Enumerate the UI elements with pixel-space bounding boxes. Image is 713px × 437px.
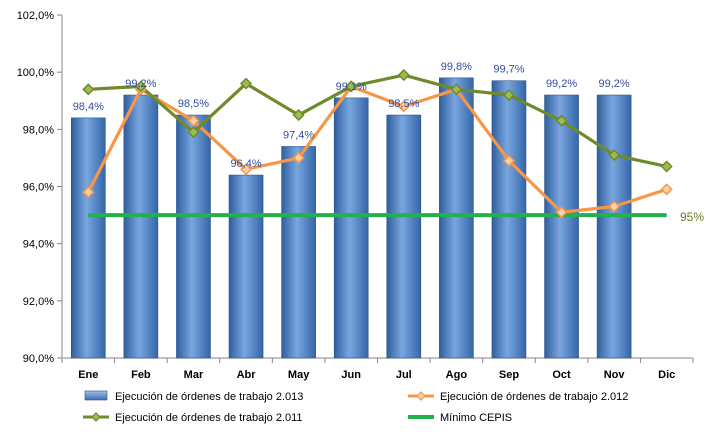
data-point-marker (239, 77, 253, 90)
data-point-marker (608, 200, 621, 213)
data-point-marker (187, 114, 200, 127)
x-tick-label: Mar (184, 369, 204, 381)
bar (596, 94, 632, 359)
data-point-marker (502, 154, 516, 167)
data-point-marker (555, 206, 568, 219)
x-tick-label: Abr (237, 369, 257, 381)
bar-data-label: 98,5% (178, 98, 209, 110)
legend-label: Ejecución de órdenes de trabajo 2.011 (115, 412, 303, 424)
bar (123, 94, 159, 359)
data-point-marker (292, 108, 305, 122)
x-tick-label: May (288, 369, 310, 381)
bar (228, 174, 264, 359)
data-point-marker (555, 114, 568, 127)
series-line (86, 84, 668, 214)
data-point-marker (660, 160, 673, 173)
data-point-marker (82, 186, 95, 199)
data-point-marker (187, 126, 200, 139)
legend-label: Ejecución de órdenes de trabajo 2.012 (440, 391, 628, 403)
series-line (88, 73, 668, 169)
bar (281, 146, 316, 359)
bar (439, 77, 474, 359)
bar-data-label: 99,1% (336, 81, 367, 93)
data-point-marker (292, 151, 305, 164)
legend-swatch (84, 390, 108, 401)
bar-data-label: 99,2% (599, 78, 630, 90)
bar-data-label: 99,2% (546, 78, 577, 90)
data-point-marker (239, 163, 253, 176)
axes: 90,0% 92,0% 94,0% 96,0% 98,0% 100,0% 102,0% Ene… (17, 10, 694, 381)
annotation-95: 95% (680, 210, 704, 224)
x-tick-label: Feb (131, 369, 151, 381)
legend-marker (416, 391, 426, 401)
y-tick-label: 96,0% (23, 182, 54, 194)
x-tick-label: Dic (658, 369, 675, 381)
bar-data-label: 97,4% (283, 129, 314, 141)
data-point-marker (82, 83, 95, 96)
data-point-marker (660, 183, 673, 196)
data-point-marker (345, 80, 358, 93)
line-series (82, 68, 673, 219)
data-point-marker (450, 83, 463, 96)
y-tick-label: 98,0% (23, 124, 54, 136)
x-tick-label: Ago (446, 369, 468, 381)
y-tick-label: 92,0% (23, 296, 54, 308)
data-point-marker (397, 100, 410, 113)
y-tick-label: 90,0% (23, 353, 54, 365)
x-tick-label: Nov (604, 369, 626, 381)
x-tick-label: Jun (341, 369, 361, 381)
bar-data-label: 99,7% (493, 64, 524, 76)
bar-data-label: 96,4% (230, 158, 261, 170)
data-labels: 98,4% 99,2% 98,5% 96,4% 97,4% 99,1% 98,5% 99,8%… (73, 61, 630, 170)
x-tick-label: Jul (396, 369, 412, 381)
legend-label: Ejecución de órdenes de trabajo 2.013 (115, 391, 303, 403)
y-tick-label: 100,0% (17, 67, 55, 79)
legend: Ejecución de órdenes de trabajo 2.013 Eje… (83, 390, 628, 424)
bar (544, 94, 579, 359)
bar (333, 97, 369, 359)
bar-series (70, 77, 632, 359)
data-point-marker (502, 88, 516, 102)
data-point-marker (397, 68, 410, 82)
x-tick-label: Ene (78, 369, 98, 381)
data-point-marker (608, 148, 621, 162)
legend-label: Mínimo CEPIS (440, 412, 512, 424)
bar-data-label: 99,8% (441, 61, 472, 73)
x-tick-label: Oct (552, 369, 571, 381)
y-tick-label: 94,0% (23, 239, 54, 251)
data-point-marker (134, 80, 147, 93)
bar-data-label: 98,5% (388, 98, 419, 110)
bar-data-label: 98,4% (73, 101, 104, 113)
y-tick-label: 102,0% (17, 10, 55, 22)
x-tick-label: Sep (499, 369, 519, 381)
bar (386, 114, 422, 359)
bar-data-label: 99,2% (125, 78, 156, 90)
bar (176, 114, 211, 359)
legend-marker (91, 412, 101, 422)
bar (70, 117, 106, 359)
bar (491, 80, 527, 359)
